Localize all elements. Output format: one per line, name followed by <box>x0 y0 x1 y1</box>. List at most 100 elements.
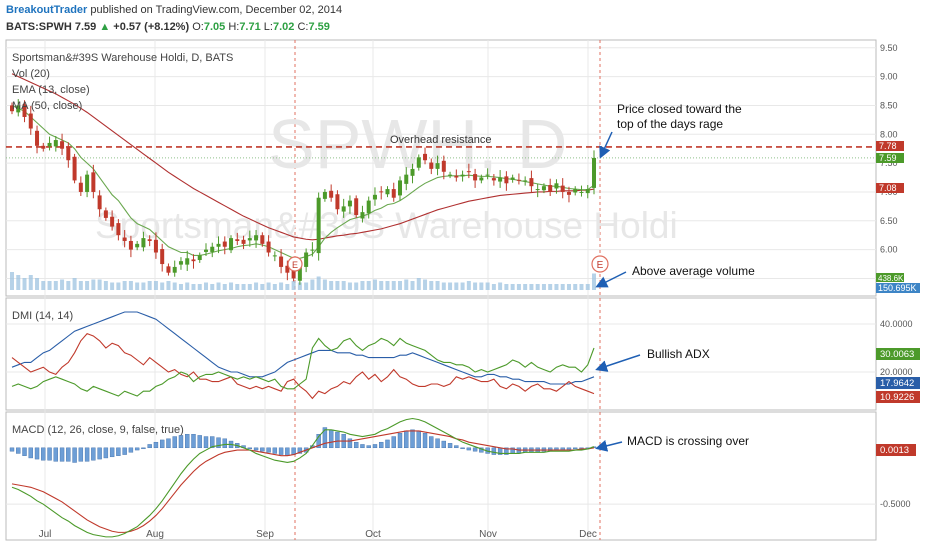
volume-bar <box>22 278 27 290</box>
macd-histogram-bar <box>109 447 115 458</box>
dmi-label-2: 17.9642 <box>880 378 914 389</box>
volume-bar <box>297 282 302 290</box>
ma50-line <box>11 73 595 241</box>
macd-histogram-bar <box>347 438 353 449</box>
volume-bar <box>466 281 471 290</box>
dmi-series-1 <box>11 332 595 400</box>
candle-body <box>285 265 290 273</box>
volume-bar <box>479 282 484 290</box>
macd-histogram-bar <box>360 444 365 449</box>
earnings-marker-sep[interactable]: E <box>287 256 303 272</box>
watermark: SPWH, D Sportsman&#39S Warehouse Holdi <box>95 105 678 246</box>
candle-body <box>279 256 284 267</box>
macd-histogram-bar <box>28 447 33 459</box>
macd-histogram-bar <box>541 447 547 452</box>
candle-body <box>585 189 590 194</box>
macd-histogram-bar <box>47 447 52 461</box>
macd-histogram-bar <box>385 439 390 449</box>
earnings-marker-dec[interactable]: E <box>591 255 609 273</box>
volume-bar <box>266 282 271 290</box>
candle-body <box>360 212 365 219</box>
volume-bar <box>135 282 140 290</box>
volume-bar <box>41 281 46 290</box>
arrow-above-volume <box>595 271 627 288</box>
month-tick-label: Oct <box>365 529 381 540</box>
price-tick-label: 6.50 <box>880 216 898 226</box>
candle-body <box>560 185 565 192</box>
macd-histogram-bar <box>84 447 90 462</box>
candle-body <box>178 261 183 265</box>
macd-histogram-bar <box>122 447 127 455</box>
macd-histogram-bar <box>172 436 177 449</box>
macd-histogram-bar <box>91 447 96 461</box>
macd-histogram-bar <box>53 447 59 462</box>
macd-histogram-bar <box>472 447 478 452</box>
earnings-e-label: E <box>597 260 604 271</box>
candle-body <box>510 177 515 180</box>
macd-histogram-bar <box>22 447 27 456</box>
volume-bar <box>47 281 52 290</box>
annotation-macd-crossing: MACD is crossing over <box>627 434 749 448</box>
price-tick-label: 8.50 <box>880 100 898 110</box>
candle-body <box>529 178 534 187</box>
candle-body <box>460 174 465 177</box>
volume-bar <box>516 284 521 290</box>
volume-bar <box>573 284 578 290</box>
candle-body <box>291 269 296 279</box>
watermark-symbol: SPWH, D <box>268 105 567 183</box>
panel-frame-0 <box>5 39 877 297</box>
volume-bar <box>103 281 108 290</box>
macd-histogram-bar <box>78 447 84 462</box>
volume-bar <box>354 282 359 290</box>
macd-histogram-bar <box>454 445 459 449</box>
month-tick-label: Nov <box>479 529 497 540</box>
volume-bar <box>110 282 115 290</box>
right-label-ma: 7.08 <box>876 183 904 193</box>
watermark-name: Sportsman&#39S Warehouse Holdi <box>95 205 678 246</box>
candle-body <box>241 239 246 244</box>
volume-bar <box>441 282 446 290</box>
dmi-tick-label: 40.0000 <box>880 319 913 329</box>
candle-body <box>466 171 471 173</box>
author-link[interactable]: BreakoutTrader <box>6 4 88 16</box>
price-tick-label: 9.50 <box>880 43 898 53</box>
panel-frame-2 <box>5 411 877 541</box>
macd-histogram-bar <box>222 438 227 449</box>
candle-body <box>47 142 52 147</box>
right-label-778: 7.78 <box>879 141 897 151</box>
candle-body <box>53 140 58 147</box>
candle-body <box>172 266 177 273</box>
resistance-label: Overhead resistance <box>390 134 492 146</box>
price-panel-title: Sportsman&#39S Warehouse Holdi, D, BATS <box>12 52 233 64</box>
volume-bar <box>523 284 528 290</box>
macd-histogram-bar <box>429 436 434 449</box>
price-tick-label: 8.00 <box>880 129 898 139</box>
candle-body <box>592 157 596 188</box>
macd-histogram-bar <box>516 447 522 454</box>
volume-bar <box>210 284 215 290</box>
annotation-price-closed-1: Price closed toward the <box>617 102 742 116</box>
month-tick-label: Sep <box>256 529 274 540</box>
earnings-e-label: E <box>292 260 298 270</box>
candle-body <box>404 174 409 184</box>
volume-bar <box>60 279 65 290</box>
macd-histogram-bar <box>573 447 578 450</box>
macd-histogram-bar <box>504 447 509 455</box>
candle-body <box>60 141 65 149</box>
macd-histogram-bar <box>316 434 321 449</box>
close-value: 7.59 <box>308 21 330 33</box>
candle-body <box>504 176 509 184</box>
ema-indicator-label: EMA (13, close) <box>12 84 90 96</box>
volume-bar <box>473 282 478 290</box>
published-text: published on TradingView.com, December 0… <box>90 4 343 16</box>
macd-histogram-bar <box>116 447 121 456</box>
candle-body <box>297 266 302 281</box>
volume-bars <box>10 272 596 290</box>
candle-body <box>579 191 584 193</box>
volume-bar <box>166 281 171 290</box>
close-label: C: <box>297 21 309 33</box>
candle-body <box>16 105 21 113</box>
macd-histogram-bar <box>210 436 215 449</box>
volume-bar <box>541 284 546 290</box>
candle-body <box>473 174 478 181</box>
